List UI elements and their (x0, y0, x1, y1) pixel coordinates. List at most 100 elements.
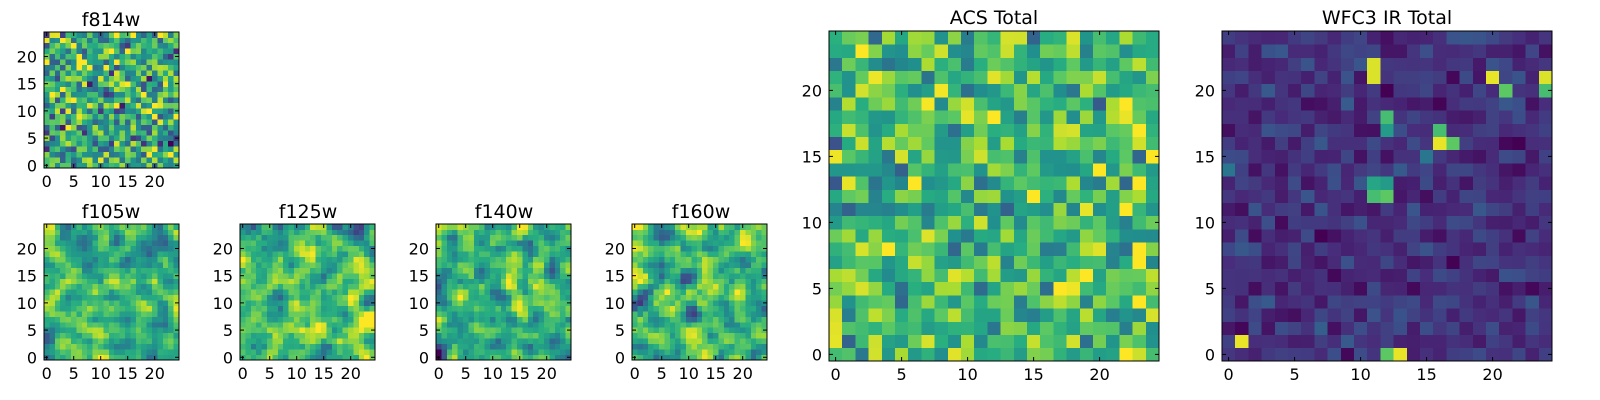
x-tick-label: 0 (630, 364, 640, 383)
heatmap-cell (152, 53, 158, 60)
heatmap-cell (256, 229, 262, 236)
heatmap-cell (87, 97, 93, 104)
heatmap-cell (173, 321, 180, 328)
heatmap-cell (1274, 308, 1289, 322)
heatmap-cell (49, 70, 56, 76)
heatmap-cell (729, 354, 735, 361)
heatmap-cell (310, 278, 316, 285)
heatmap-cell (71, 146, 77, 153)
heatmap-cell (1380, 229, 1394, 243)
heatmap-cell (119, 102, 126, 109)
heatmap-cell (1288, 308, 1302, 322)
heatmap-cell (92, 108, 99, 114)
heatmap-cell (1261, 281, 1276, 296)
heatmap-cell (713, 256, 719, 263)
heatmap-cell (1327, 242, 1342, 256)
heatmap-cell (358, 272, 365, 279)
heatmap-cell (495, 224, 502, 230)
heatmap-cell (642, 338, 649, 345)
heatmap-cell (517, 240, 523, 247)
heatmap-cell (119, 251, 126, 257)
heatmap-cell (1013, 176, 1028, 190)
heatmap-cell (1066, 215, 1081, 230)
heatmap-cell (87, 311, 93, 317)
heatmap-cell (842, 189, 856, 203)
heatmap-cell (1393, 70, 1408, 85)
heatmap-cell (348, 321, 354, 328)
heatmap-cell (511, 300, 518, 306)
heatmap-cell (473, 305, 480, 312)
heatmap-cell (65, 42, 72, 49)
heatmap-cell (1459, 31, 1474, 45)
heatmap-cell (130, 146, 137, 153)
heatmap-cell (1393, 110, 1408, 124)
heatmap-cell (1132, 136, 1147, 151)
heatmap-cell (1119, 215, 1133, 230)
heatmap-cell (538, 278, 545, 285)
heatmap-cell (702, 224, 708, 230)
heatmap-cell (729, 240, 735, 247)
heatmap-cell (310, 256, 316, 263)
heatmap-cell (549, 300, 556, 306)
heatmap-cell (1235, 176, 1249, 190)
heatmap-cell (1393, 229, 1408, 243)
heatmap-cell (702, 321, 708, 328)
heatmap-cell (342, 283, 349, 290)
heatmap-cell (560, 251, 566, 257)
heatmap-cell (250, 224, 257, 230)
heatmap-cell (659, 234, 665, 241)
heatmap-cell (315, 267, 322, 274)
x-tick-label: 0 (42, 364, 52, 383)
heatmap-cell (560, 327, 566, 334)
heatmap-cell (549, 245, 556, 252)
heatmap-cell (157, 300, 164, 306)
heatmap-cell (310, 321, 316, 328)
heatmap-cell (479, 294, 485, 301)
heatmap-cell (65, 53, 72, 60)
heatmap-cell (648, 311, 654, 317)
heatmap-cell (729, 338, 735, 345)
heatmap-cell (723, 294, 730, 301)
heatmap-cell (500, 224, 507, 230)
heatmap-cell (1499, 229, 1513, 243)
heatmap-cell (436, 332, 442, 339)
heatmap-cell (468, 338, 475, 345)
heatmap-cell (1459, 347, 1474, 362)
heatmap-cell (81, 300, 88, 306)
heatmap-cell (718, 289, 725, 296)
heatmap-cell (734, 316, 741, 323)
heatmap-cell (1288, 70, 1302, 85)
heatmap-cell (60, 349, 66, 355)
heatmap-cell (299, 321, 306, 328)
heatmap-cell (517, 294, 523, 301)
heatmap-cell (76, 316, 83, 323)
heatmap-cell (283, 272, 289, 279)
heatmap-cell (353, 354, 360, 361)
heatmap-cell (881, 347, 896, 362)
heatmap-cell (245, 321, 252, 328)
heatmap-cell (1512, 308, 1526, 322)
heatmap-cell (250, 327, 257, 334)
heatmap-cell (538, 300, 545, 306)
heatmap-cell (637, 256, 644, 263)
heatmap-cell (146, 129, 153, 136)
heatmap-cell (881, 202, 896, 217)
heatmap-cell (659, 294, 665, 301)
heatmap-cell (81, 311, 88, 317)
heatmap-cell (342, 262, 349, 268)
heatmap-cell (1119, 110, 1133, 124)
heatmap-cell (1459, 149, 1474, 164)
heatmap-cell (81, 108, 88, 114)
heatmap-cell (60, 338, 66, 345)
heatmap-cell (908, 295, 922, 309)
heatmap-cell (103, 108, 110, 114)
heatmap-cell (283, 311, 289, 317)
heatmap-cell (130, 113, 137, 120)
heatmap-cell (659, 289, 665, 296)
y-tick-label: 10 (17, 294, 37, 313)
heatmap-cell (71, 289, 77, 296)
heatmap-cell (642, 256, 649, 263)
heatmap-cell (468, 240, 475, 247)
heatmap-cell (1327, 308, 1342, 322)
axes-frame-f160w (631, 223, 768, 361)
